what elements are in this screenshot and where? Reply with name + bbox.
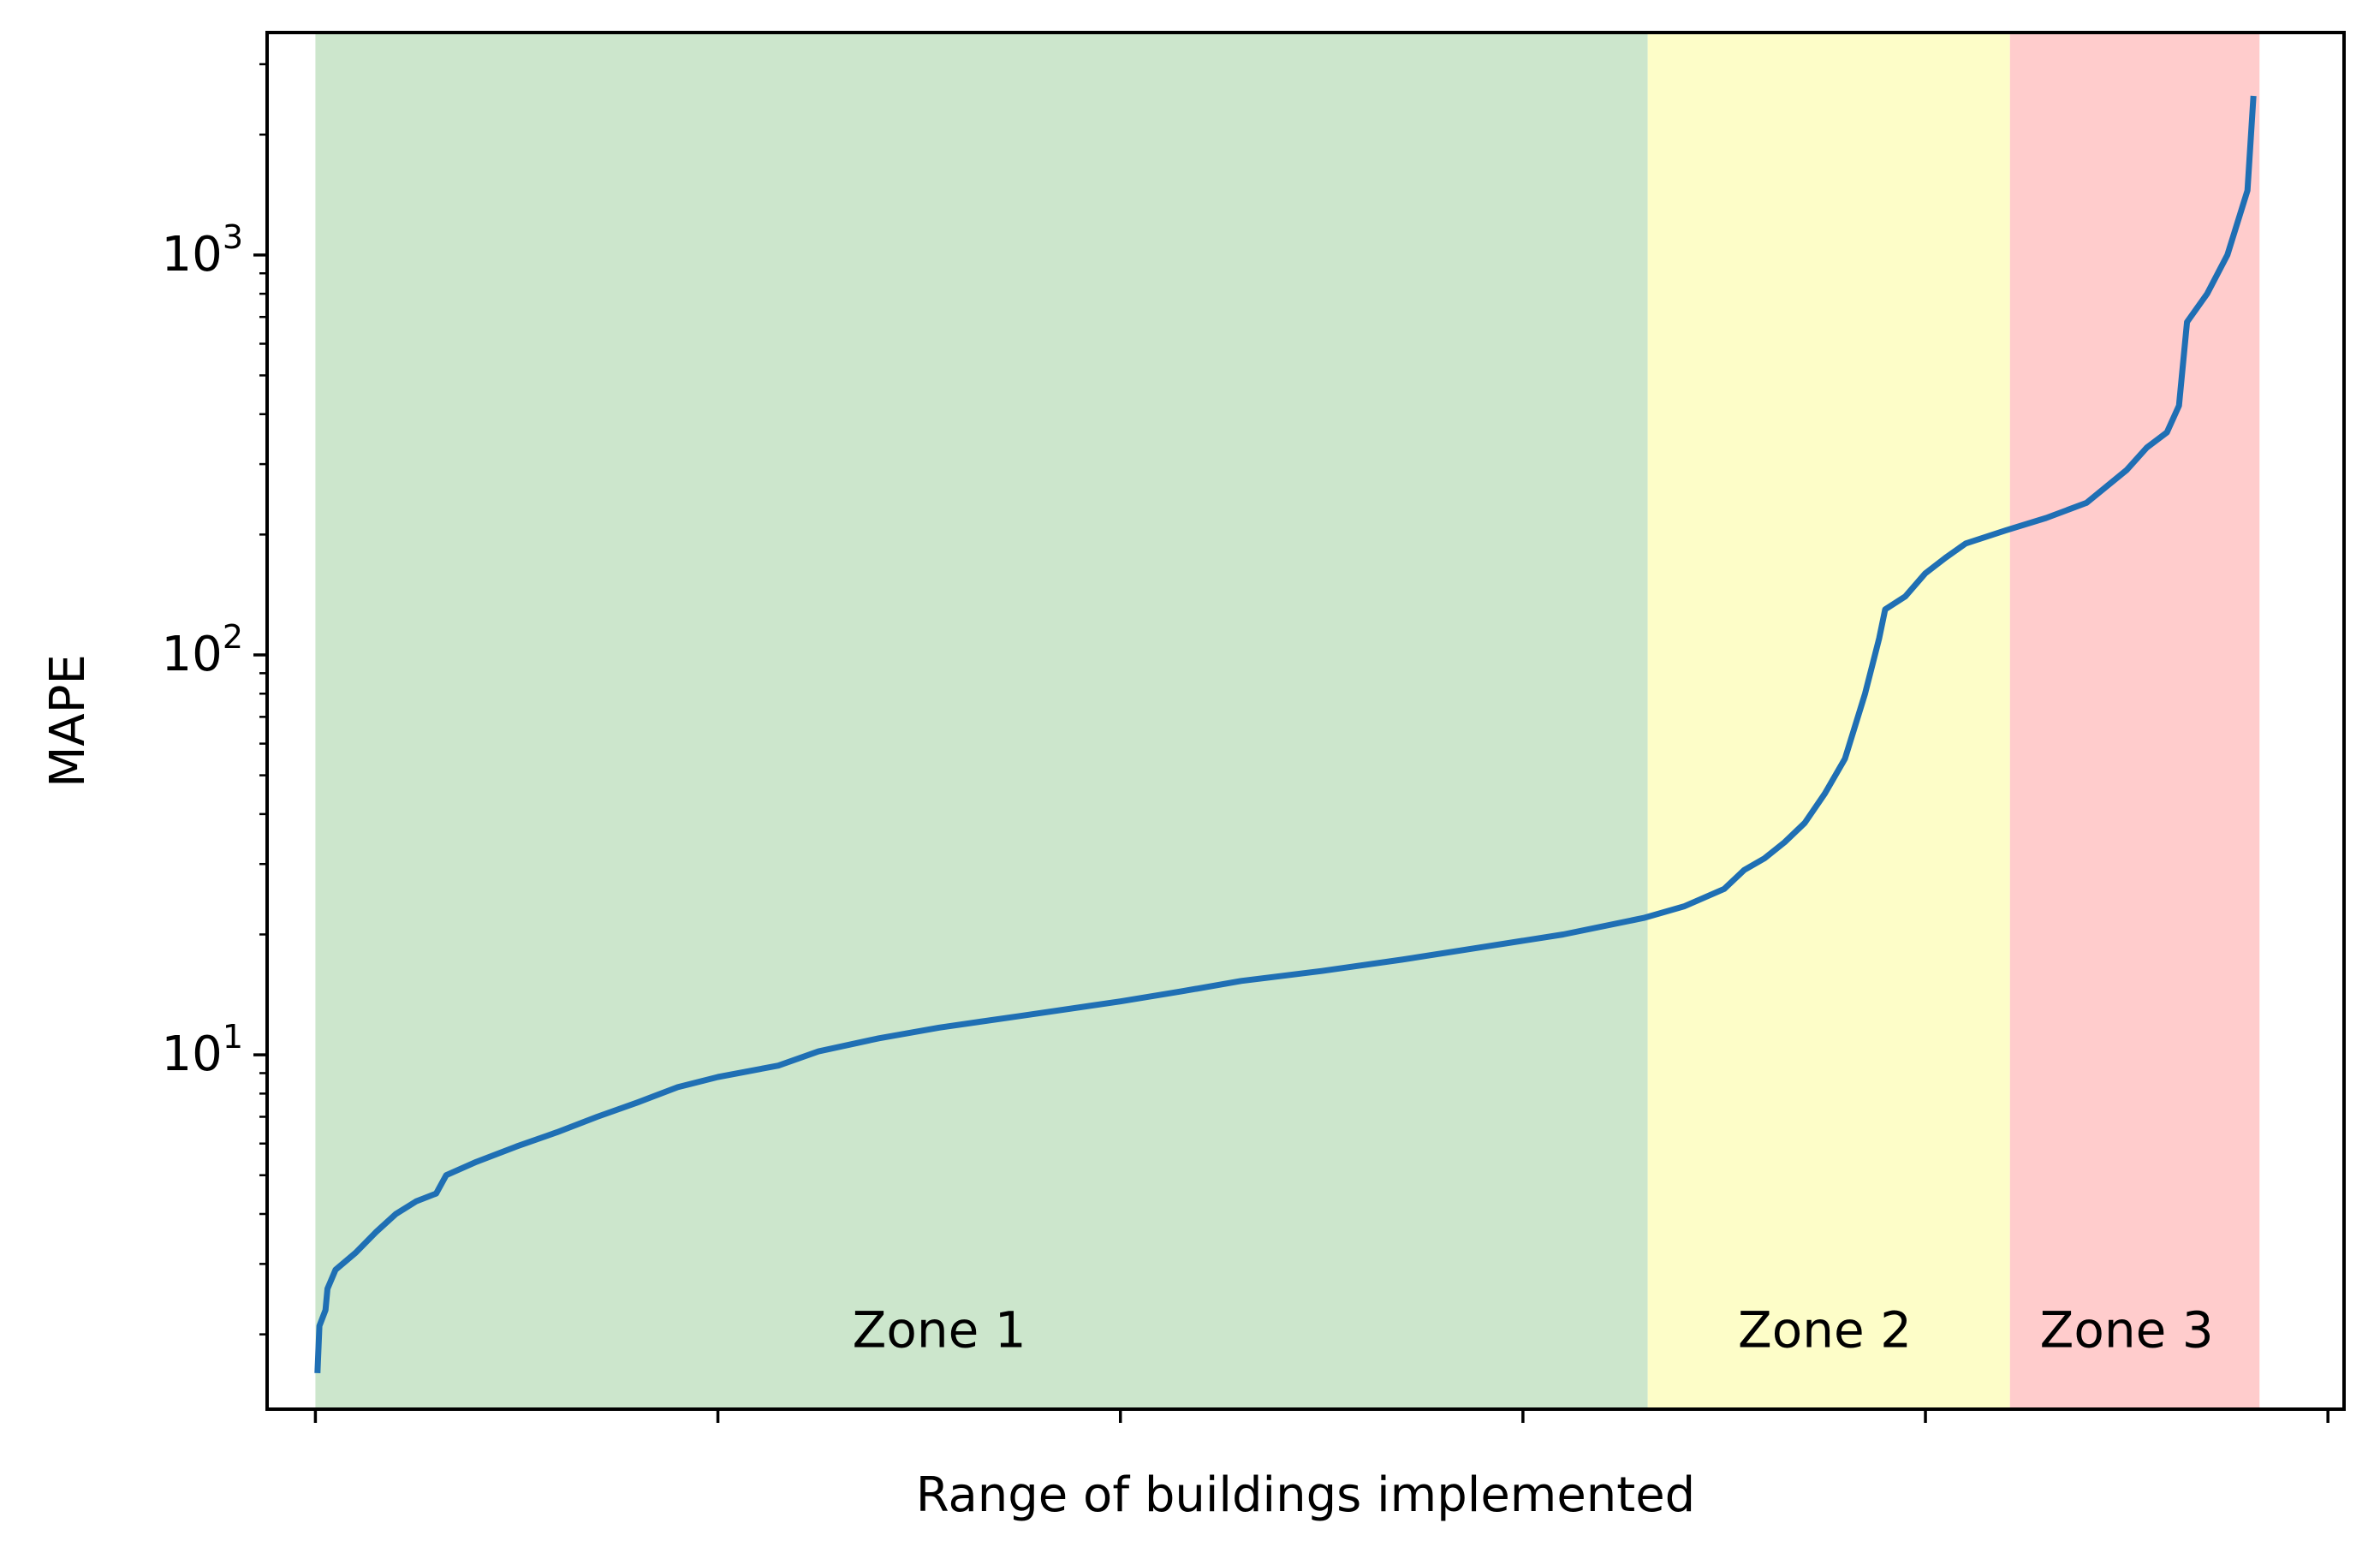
series-line-1 bbox=[314, 95, 2257, 1374]
x-axis-label: Range of buildings implemented bbox=[916, 1467, 1695, 1523]
zone-label-1: Zone 1 bbox=[853, 1301, 1026, 1360]
zone-band-3 bbox=[2009, 33, 2260, 1409]
zone-bands bbox=[315, 33, 2260, 1409]
zone-label-3: Zone 3 bbox=[2040, 1301, 2214, 1360]
y-tick-label-2: 103 bbox=[162, 218, 243, 283]
zone-labels: Zone 1 Zone 2 Zone 3 bbox=[853, 1301, 2214, 1360]
y-axis-tick-labels: 101 102 103 bbox=[162, 218, 243, 1082]
zone-band-2 bbox=[1647, 33, 2010, 1409]
zone-label-2: Zone 2 bbox=[1738, 1301, 1912, 1360]
zone-band-1 bbox=[315, 33, 1648, 1409]
y-axis-ticks bbox=[253, 62, 267, 1336]
y-tick-label-0: 101 bbox=[162, 1018, 243, 1082]
y-axis-label: MAPE bbox=[40, 654, 96, 788]
plot-frame bbox=[265, 31, 2346, 1411]
y-tick-label-1: 102 bbox=[162, 618, 243, 682]
series-lines bbox=[314, 95, 2257, 1374]
x-axis-ticks bbox=[313, 1409, 2329, 1423]
